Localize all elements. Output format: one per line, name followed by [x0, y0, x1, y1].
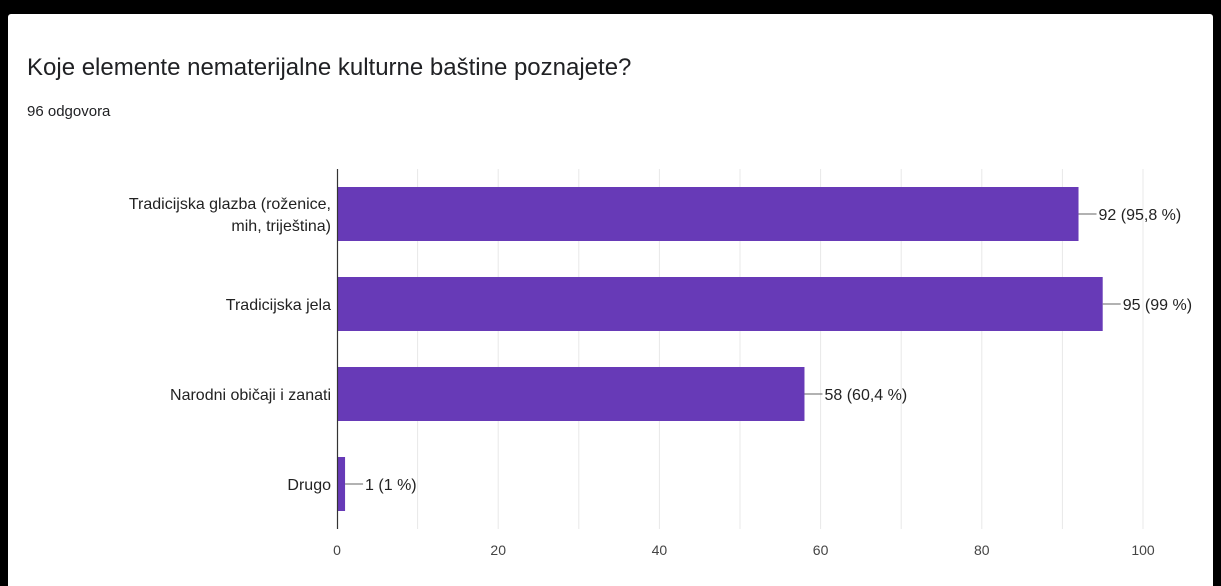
bar: [337, 187, 1079, 241]
bar: [337, 367, 805, 421]
question-title: Koje elemente nematerijalne kulturne baš…: [27, 54, 632, 81]
chart-card: Koje elemente nematerijalne kulturne baš…: [8, 14, 1213, 586]
data-label: 1 (1 %): [365, 477, 417, 494]
category-label: Narodni običaji i zanati: [170, 387, 331, 404]
category-label: Tradicijska glazba (roženice,: [129, 196, 331, 213]
category-label: Tradicijska jela: [226, 297, 331, 314]
data-label: 58 (60,4 %): [824, 387, 907, 404]
x-tick-label: 0: [333, 542, 341, 558]
x-tick-label: 100: [1131, 542, 1155, 558]
bar: [337, 457, 346, 511]
x-tick-label: 80: [974, 542, 990, 558]
x-tick-label: 20: [490, 542, 506, 558]
category-label: mih, triještina): [231, 218, 331, 235]
bar: [337, 277, 1103, 331]
x-tick-label: 40: [652, 542, 668, 558]
bar-chart: 0 20 40 60 80 100 92 (95,8 %) Tradicijska glazb…: [129, 169, 1192, 558]
data-label: 92 (95,8 %): [1099, 207, 1182, 224]
x-tick-label: 60: [813, 542, 829, 558]
response-count: 96 odgovora: [27, 103, 111, 120]
category-label: Drugo: [287, 477, 331, 494]
data-label: 95 (99 %): [1123, 297, 1192, 314]
